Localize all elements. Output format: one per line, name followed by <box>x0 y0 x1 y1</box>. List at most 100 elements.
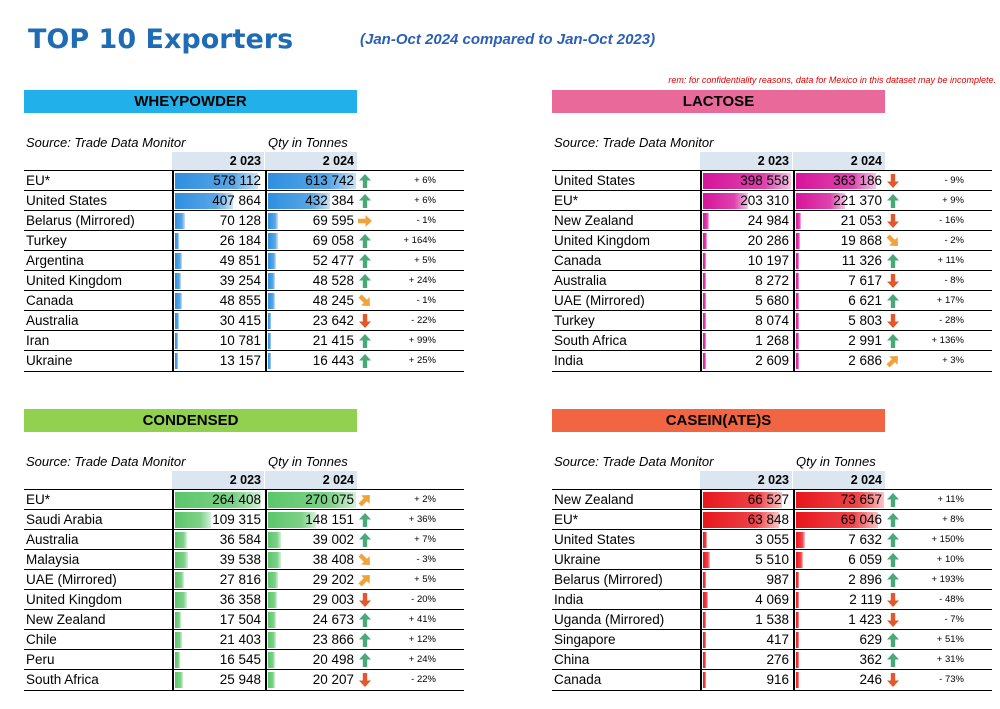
value-cell-2024: 29 202 <box>265 570 357 590</box>
value-cell-2023: 578 112 <box>172 171 264 191</box>
panel-header: CONDENSED <box>24 409 357 432</box>
data-bar-2024 <box>796 492 884 508</box>
value-cell-2023: 26 184 <box>172 231 264 251</box>
value-label-2024: 16 443 <box>312 353 354 368</box>
data-bar-2023 <box>703 532 707 548</box>
value-cell-2024: 52 477 <box>265 251 357 271</box>
table-row: Ukraine 5 510 6 059 + 10% <box>552 549 992 570</box>
value-cell-2023: 16 545 <box>172 650 264 670</box>
value-label-2023: 70 128 <box>219 213 261 228</box>
country-label: New Zealand <box>26 612 106 627</box>
data-bar-2023 <box>175 213 186 229</box>
unit-label: Qty in Tonnes <box>268 135 348 150</box>
value-label-2023: 66 527 <box>747 492 789 507</box>
data-bar-2024 <box>268 273 275 289</box>
value-label-2023: 8 272 <box>755 273 789 288</box>
data-bar-2023 <box>703 672 706 688</box>
value-label-2023: 10 197 <box>747 253 789 268</box>
value-label-2024: 148 151 <box>305 512 354 527</box>
value-label-2023: 25 948 <box>219 672 261 687</box>
value-label-2024: 363 186 <box>833 173 882 188</box>
value-label-2023: 10 781 <box>219 333 261 348</box>
value-label-2024: 24 673 <box>312 612 354 627</box>
value-label-2023: 4 069 <box>755 592 789 607</box>
country-label: UAE (Mirrored) <box>26 572 117 587</box>
table-row: Turkey 26 184 69 058 + 164% <box>24 230 464 251</box>
value-label-2023: 8 074 <box>755 313 789 328</box>
country-label: EU* <box>26 173 51 188</box>
value-cell-2023: 63 848 <box>700 510 792 530</box>
change-percent: + 2% <box>414 494 436 505</box>
value-cell-2023: 2 609 <box>700 351 792 371</box>
data-bar-2024 <box>268 233 278 249</box>
trend-arrow-icon <box>886 571 900 589</box>
unit-label: Qty in Tonnes <box>268 454 348 469</box>
value-label-2023: 578 112 <box>213 173 261 188</box>
value-label-2023: 5 510 <box>755 552 789 567</box>
table-row: India 4 069 2 119 - 48% <box>552 589 992 610</box>
table-row: UAE (Mirrored) 5 680 6 621 + 17% <box>552 290 992 311</box>
table-row: New Zealand 17 504 24 673 + 41% <box>24 609 464 630</box>
value-cell-2024: 1 423 <box>793 610 885 630</box>
value-label-2023: 13 157 <box>219 353 261 368</box>
value-cell-2024: 363 186 <box>793 171 885 191</box>
data-bar-2024 <box>268 512 317 528</box>
country-label: Uganda (Mirrored) <box>554 612 665 627</box>
change-percent: - 2% <box>944 235 964 246</box>
data-bar-2023 <box>175 273 181 289</box>
change-percent: + 5% <box>414 574 436 585</box>
data-bar-2023 <box>175 552 188 568</box>
value-cell-2024: 2 991 <box>793 331 885 351</box>
panel-header: WHEYPOWDER <box>24 90 357 113</box>
value-cell-2023: 17 504 <box>172 610 264 630</box>
data-bar-2024 <box>268 572 278 588</box>
value-cell-2023: 21 403 <box>172 630 264 650</box>
change-percent: + 3% <box>942 355 964 366</box>
value-label-2024: 221 370 <box>833 193 882 208</box>
data-bar-2024 <box>268 592 278 608</box>
value-label-2024: 2 119 <box>849 592 882 607</box>
trend-arrow-icon <box>886 232 900 250</box>
trend-arrow-icon <box>886 631 900 649</box>
condensed-panel: CONDENSED Source: Trade Data Monitor Qty… <box>24 409 464 699</box>
change-percent: + 10% <box>936 554 964 565</box>
table-row: India 2 609 2 686 + 3% <box>552 350 992 372</box>
value-cell-2023: 4 069 <box>700 590 792 610</box>
country-label: UAE (Mirrored) <box>554 293 645 308</box>
data-bar-2024 <box>796 173 877 189</box>
data-bar-2023 <box>703 632 706 648</box>
data-bar-2024 <box>796 552 804 568</box>
data-bar-2023 <box>175 672 184 688</box>
change-percent: + 31% <box>936 654 964 665</box>
value-label-2024: 52 477 <box>312 253 354 268</box>
change-percent: + 150% <box>931 534 965 545</box>
value-label-2023: 36 358 <box>219 592 261 607</box>
data-bar-2024 <box>796 293 799 309</box>
country-label: Singapore <box>554 632 616 647</box>
change-percent: - 20% <box>411 594 436 605</box>
country-label: New Zealand <box>554 213 634 228</box>
value-cell-2024: 148 151 <box>265 510 357 530</box>
value-label-2023: 27 816 <box>219 572 261 587</box>
value-cell-2023: 109 315 <box>172 510 264 530</box>
year-header-2024: 2 024 <box>793 471 885 489</box>
value-cell-2023: 27 816 <box>172 570 264 590</box>
change-percent: + 8% <box>942 514 964 525</box>
value-label-2024: 7 632 <box>848 532 882 547</box>
year-header-2023: 2 023 <box>172 471 264 489</box>
change-percent: + 24% <box>408 275 436 286</box>
value-label-2023: 21 403 <box>219 632 261 647</box>
value-cell-2024: 20 207 <box>265 670 357 690</box>
table-row: EU* 203 310 221 370 + 9% <box>552 190 992 211</box>
value-label-2023: 36 584 <box>219 532 261 547</box>
value-label-2023: 1 538 <box>755 612 789 627</box>
value-cell-2024: 7 617 <box>793 271 885 291</box>
trend-arrow-icon <box>886 312 900 330</box>
year-header-2024: 2 024 <box>265 471 357 489</box>
change-percent: + 41% <box>408 614 436 625</box>
value-cell-2024: 48 528 <box>265 271 357 291</box>
data-bar-2023 <box>703 213 709 229</box>
data-bar-2023 <box>175 233 179 249</box>
country-label: Turkey <box>554 313 595 328</box>
change-percent: - 7% <box>944 614 964 625</box>
